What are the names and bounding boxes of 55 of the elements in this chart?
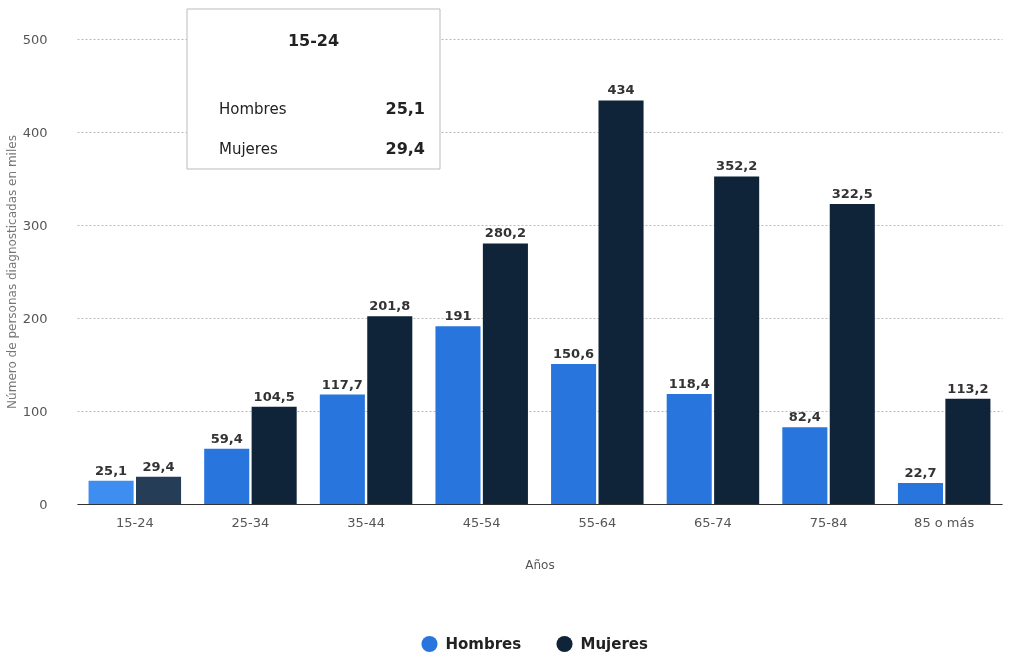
data-label: 434 (607, 82, 635, 98)
x-tick-label: 65-74 (694, 514, 732, 530)
annotation: 25,1 (385, 99, 425, 118)
bar (829, 204, 875, 504)
annotation: Mujeres (219, 140, 278, 158)
y-tick-label: 400 (22, 124, 48, 140)
annotation: Hombres (219, 100, 287, 118)
bar (598, 100, 644, 504)
y-tick-label: 0 (39, 496, 48, 512)
x-tick-label: 45-54 (462, 514, 501, 530)
bar (897, 482, 943, 504)
bar (319, 394, 365, 504)
x-axis-title: Años (525, 557, 555, 572)
data-label: 201,8 (369, 298, 411, 314)
data-label: 280,2 (484, 225, 526, 241)
y-tick-label: 100 (22, 403, 48, 419)
annotation: 15-24 (287, 31, 340, 50)
x-tick-label: 55-64 (578, 514, 617, 530)
data-label: 113,2 (947, 380, 989, 396)
data-label: 29,4 (142, 458, 175, 474)
legend-label: Hombres (445, 635, 522, 653)
data-label: 22,7 (904, 464, 937, 480)
bar (367, 316, 413, 504)
bar (714, 176, 760, 504)
bar (88, 480, 134, 504)
y-tick-label: 300 (22, 217, 48, 233)
data-label: 25,1 (95, 462, 128, 478)
data-label: 352,2 (716, 158, 758, 174)
data-label: 82,4 (788, 409, 821, 425)
bar (435, 326, 481, 504)
data-label: 322,5 (831, 186, 873, 202)
data-label: 118,4 (668, 375, 710, 391)
annotation: 29,4 (385, 139, 425, 158)
bar (551, 363, 597, 504)
y-tick-label: 200 (22, 310, 48, 326)
x-tick-label: 35-44 (347, 514, 385, 530)
data-label: 117,7 (321, 376, 363, 392)
bar (136, 476, 182, 504)
x-tick-label: 75-84 (809, 514, 848, 530)
x-tick-label: 25-34 (231, 514, 270, 530)
bar (945, 398, 991, 504)
data-label: 59,4 (210, 430, 243, 446)
y-tick-label: 500 (22, 31, 48, 47)
data-label: 150,6 (553, 345, 595, 361)
x-tick-label: 15-24 (115, 514, 154, 530)
bar (666, 393, 712, 504)
y-axis-title: Número de personas diagnosticadas en miles (4, 135, 19, 409)
bar (482, 243, 528, 504)
legend-label: Mujeres (580, 635, 648, 653)
bar (204, 448, 250, 504)
bar (782, 427, 828, 504)
data-label: 104,5 (253, 388, 295, 404)
bar (251, 406, 297, 504)
x-tick-label: 85 o más (914, 514, 975, 530)
data-label: 191 (444, 308, 472, 324)
